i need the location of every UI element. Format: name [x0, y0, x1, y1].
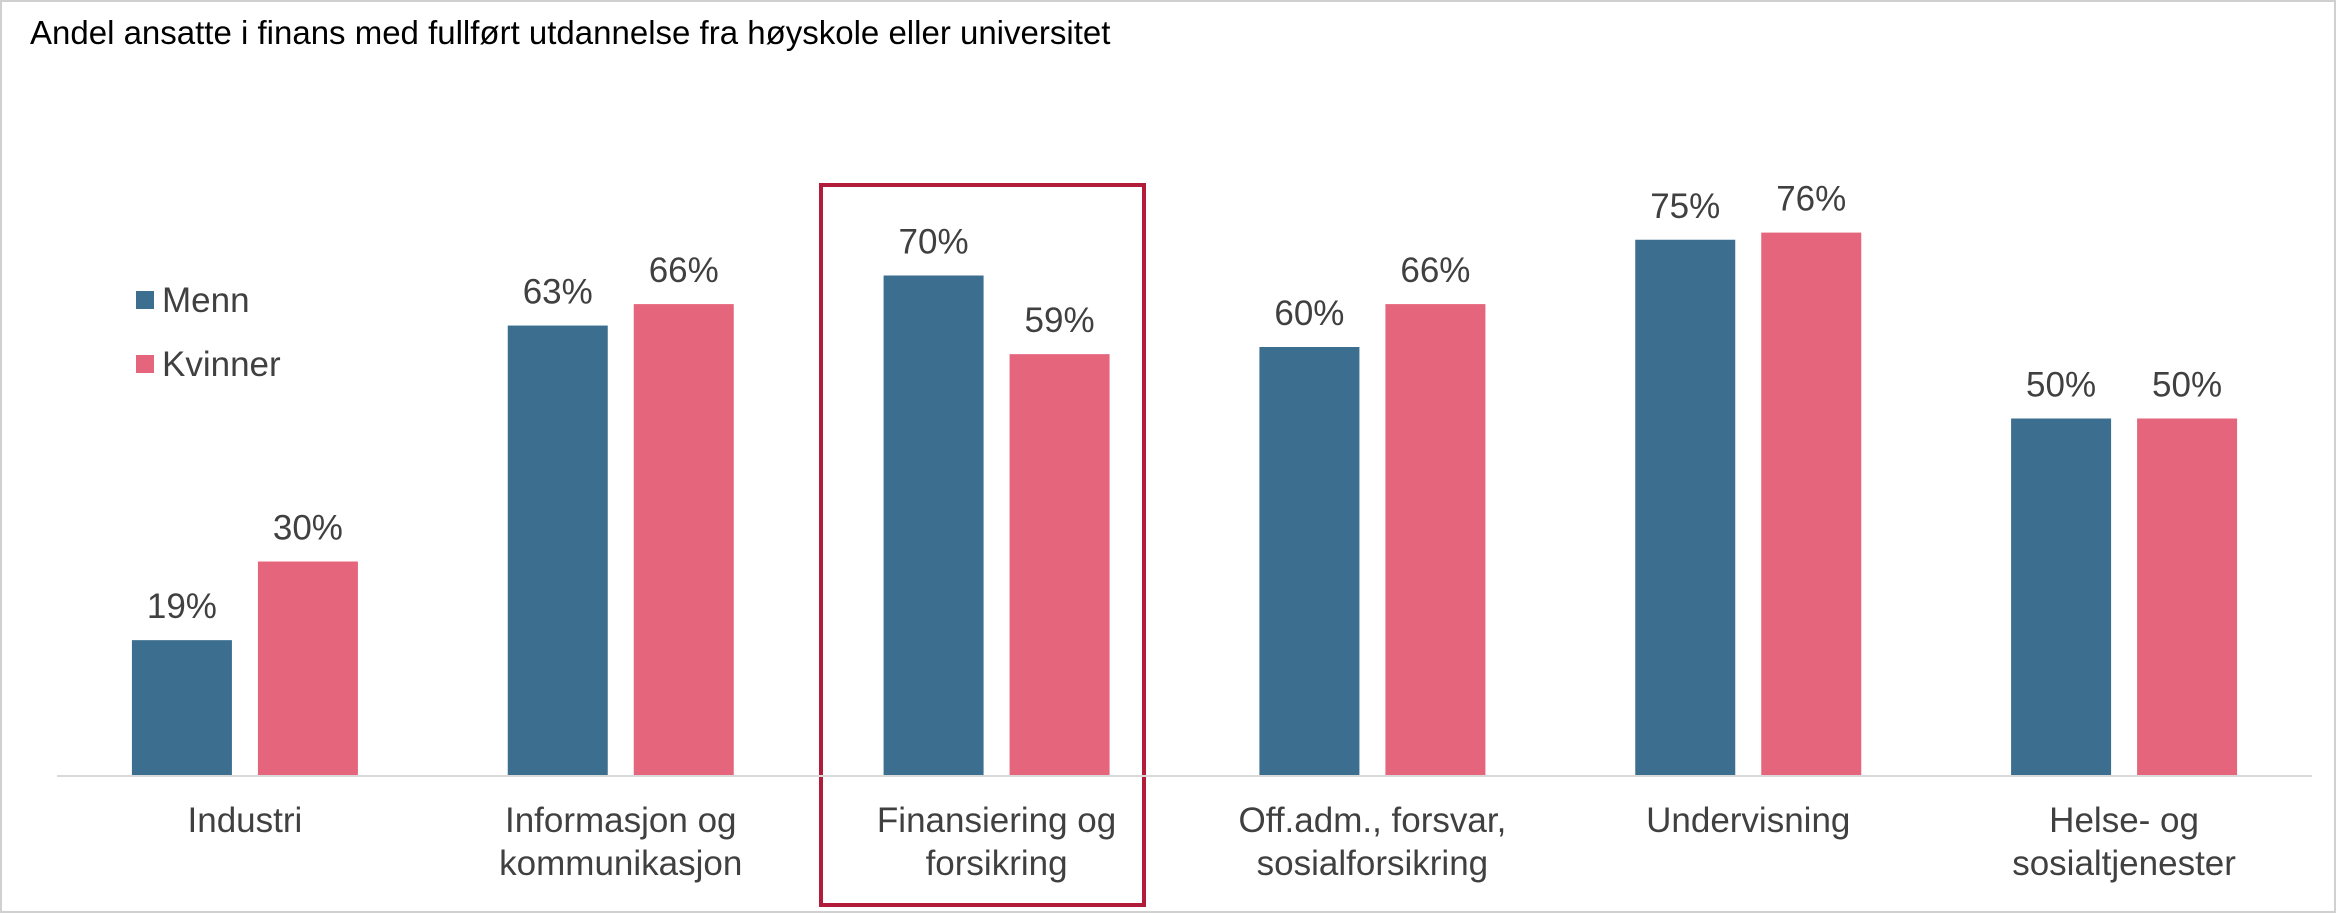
chart-title: Andel ansatte i finans med fullført utda… — [30, 14, 1110, 51]
bar — [131, 640, 232, 776]
bar — [2137, 418, 2238, 776]
value-label: 76% — [1776, 180, 1846, 219]
bar — [1009, 354, 1110, 776]
value-label: 59% — [1025, 301, 1095, 340]
value-label: 19% — [147, 587, 217, 626]
bar — [257, 561, 358, 776]
value-label: 30% — [273, 509, 343, 548]
x-tick-label: Helse- og sosialtjenester — [2012, 801, 2236, 883]
value-label: 60% — [1274, 294, 1344, 333]
x-tick-label: Informasjon og kommunikasjon — [499, 801, 742, 883]
value-label: 66% — [649, 251, 719, 290]
legend-swatch — [136, 291, 154, 309]
bar — [883, 275, 984, 776]
bar — [633, 304, 734, 776]
bar — [1259, 347, 1360, 776]
x-tick-label: Finansiering og forsikring — [877, 801, 1116, 883]
x-tick-label: Off.adm., forsvar, sosialforsikring — [1239, 801, 1507, 883]
value-label: 63% — [523, 273, 593, 312]
bar — [1385, 304, 1486, 776]
legend-swatch — [136, 355, 154, 373]
value-label: 50% — [2026, 366, 2096, 405]
bar — [1635, 239, 1736, 776]
highlight-box — [819, 183, 1146, 907]
bar — [2011, 418, 2112, 776]
value-label: 50% — [2152, 366, 2222, 405]
bar — [507, 325, 608, 776]
x-tick-label: Industri — [188, 801, 303, 840]
value-label: 70% — [899, 223, 969, 262]
x-tick-label: Undervisning — [1646, 801, 1850, 840]
value-label: 75% — [1650, 187, 1720, 226]
legend-label: Kvinner — [162, 345, 281, 384]
legend-label: Menn — [162, 281, 250, 320]
bar — [1761, 232, 1862, 777]
value-label: 66% — [1400, 251, 1470, 290]
